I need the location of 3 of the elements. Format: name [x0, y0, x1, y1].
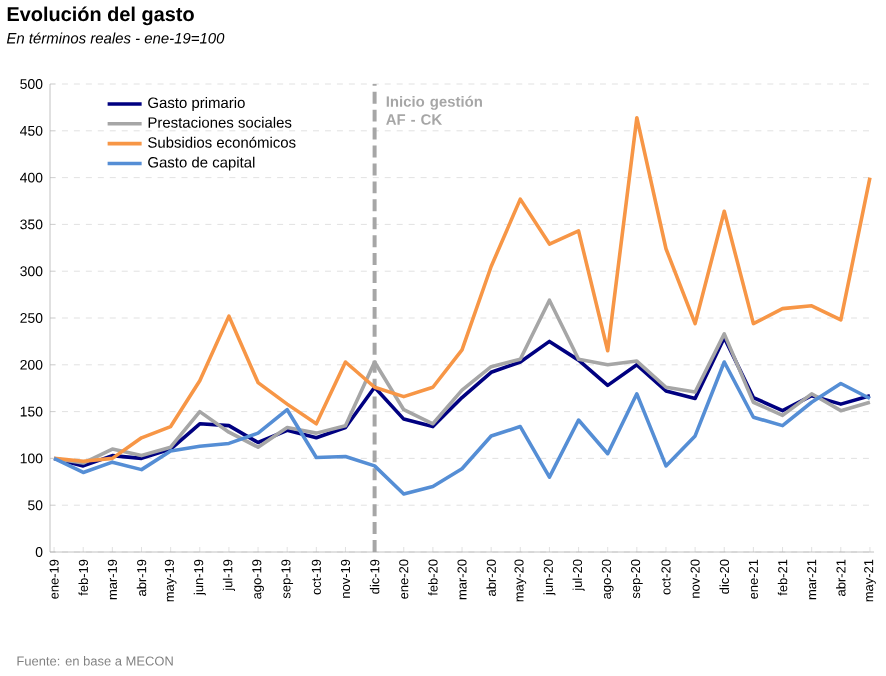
line-series — [52, 115, 872, 464]
chart-title: Evolución del gasto — [7, 6, 194, 26]
line-series — [52, 360, 872, 496]
